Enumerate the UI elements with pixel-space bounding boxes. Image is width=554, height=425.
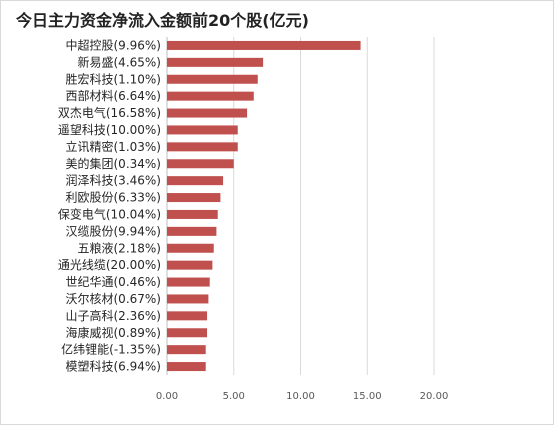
category-label: 亿纬锂能(-1.35%) (61, 342, 161, 357)
category-label: 沃尔核材(0.67%) (66, 291, 162, 306)
category-label: 模塑科技(6.94%) (66, 359, 162, 374)
bar (167, 243, 214, 253)
bar (167, 277, 210, 287)
category-label: 中超控股(9.96%) (66, 37, 162, 52)
bar (167, 142, 238, 152)
bar (167, 57, 264, 67)
category-label: 西部材料(6.64%) (66, 88, 162, 103)
bar (167, 311, 208, 321)
x-tick-label: 0.00 (156, 391, 178, 402)
category-label: 世纪华通(0.46%) (66, 275, 162, 289)
bar (167, 345, 206, 355)
category-label: 山子高科(2.36%) (66, 308, 162, 323)
bar (167, 125, 238, 135)
category-label: 遥望科技(10.00%) (58, 123, 161, 137)
category-label: 海康威视(0.89%) (66, 325, 162, 340)
category-label: 通光线缆(20.00%) (58, 258, 161, 272)
x-tick-label: 20.00 (420, 391, 449, 402)
bar (167, 176, 224, 186)
bar (167, 108, 248, 118)
category-label: 双杰电气(16.58%) (58, 105, 161, 120)
bar (167, 91, 254, 101)
bar (167, 362, 206, 372)
x-tick-label: 10.00 (286, 391, 315, 402)
bar (167, 260, 213, 270)
bar (167, 226, 217, 236)
bar (167, 74, 258, 84)
category-label: 汉缆股份(9.94%) (66, 224, 162, 238)
bar (167, 294, 209, 304)
category-label: 立讯精密(1.03%) (66, 139, 162, 154)
category-labels: 中超控股(9.96%) 新易盛(4.65%) 胜宏科技(1.10%) 西部材料(6.6… (58, 37, 161, 373)
chart-title: 今日主力资金净流入金额前20个股(亿元) (16, 11, 309, 30)
category-label: 新易盛(4.65%) (78, 54, 162, 69)
x-tick-labels: 0.00 5.00 10.00 15.00 20.00 (156, 391, 448, 402)
x-tick-label: 15.00 (353, 391, 382, 402)
category-label: 利欧股份(6.33%) (66, 191, 162, 205)
x-tick-label: 5.00 (223, 391, 245, 402)
category-label: 胜宏科技(1.10%) (66, 71, 162, 86)
bar (167, 159, 234, 169)
bar (167, 40, 361, 50)
bar (167, 193, 221, 203)
category-label: 五粮液(2.18%) (78, 240, 162, 255)
category-label: 润泽科技(3.46%) (66, 174, 162, 188)
grid-lines (166, 37, 435, 375)
bar (167, 209, 218, 219)
category-label: 美的集团(0.34%) (66, 156, 162, 171)
category-label: 保变电气(10.04%) (58, 206, 161, 221)
bar (167, 328, 208, 338)
bars (167, 40, 361, 372)
